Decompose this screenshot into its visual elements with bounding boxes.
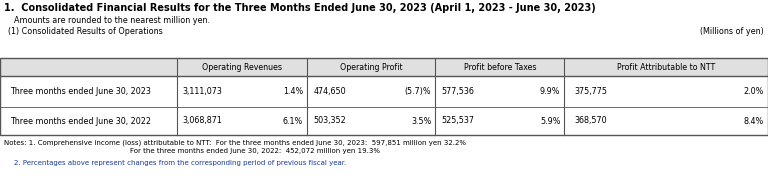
Text: Profit before Taxes: Profit before Taxes (464, 62, 536, 71)
Text: 1.  Consolidated Financial Results for the Three Months Ended June 30, 2023 (Apr: 1. Consolidated Financial Results for th… (4, 3, 596, 13)
Text: 3,111,073: 3,111,073 (183, 87, 223, 96)
Text: Three months ended June 30, 2023: Three months ended June 30, 2023 (10, 87, 151, 96)
Text: 1.4%: 1.4% (283, 87, 303, 96)
Bar (0, 58, 768, 76)
Text: 6.1%: 6.1% (283, 116, 303, 125)
Text: 368,570: 368,570 (574, 116, 607, 125)
Text: 2. Percentages above represent changes from the corresponding period of previous: 2. Percentages above represent changes f… (14, 160, 346, 166)
Text: Operating Profit: Operating Profit (340, 62, 402, 71)
Text: 2.0%: 2.0% (743, 87, 764, 96)
Text: (1) Consolidated Results of Operations: (1) Consolidated Results of Operations (8, 27, 163, 36)
Text: 5.9%: 5.9% (540, 116, 561, 125)
Text: 577,536: 577,536 (442, 87, 475, 96)
Text: Operating Revenues: Operating Revenues (202, 62, 282, 71)
Text: 474,650: 474,650 (313, 87, 346, 96)
Text: For the three months ended June 30, 2022:  452,072 million yen 19.3%: For the three months ended June 30, 2022… (130, 148, 380, 154)
Text: (Millions of yen): (Millions of yen) (700, 27, 764, 36)
Text: Amounts are rounded to the nearest million yen.: Amounts are rounded to the nearest milli… (14, 16, 210, 25)
Text: Notes: 1. Comprehensive income (loss) attributable to NTT:  For the three months: Notes: 1. Comprehensive income (loss) at… (4, 139, 466, 145)
Text: Profit Attributable to NTT: Profit Attributable to NTT (617, 62, 715, 71)
Text: 9.9%: 9.9% (540, 87, 561, 96)
Text: 8.4%: 8.4% (743, 116, 764, 125)
Text: Three months ended June 30, 2022: Three months ended June 30, 2022 (10, 116, 151, 125)
Text: 3.5%: 3.5% (411, 116, 432, 125)
Text: 525,537: 525,537 (442, 116, 475, 125)
Bar (0, 58, 768, 135)
Text: 503,352: 503,352 (313, 116, 346, 125)
Text: 3,068,871: 3,068,871 (183, 116, 223, 125)
Text: (5.7)%: (5.7)% (405, 87, 432, 96)
Text: 375,775: 375,775 (574, 87, 607, 96)
